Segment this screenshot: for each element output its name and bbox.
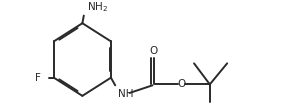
Text: F: F xyxy=(35,73,41,83)
Text: O: O xyxy=(177,79,185,89)
Text: NH$_2$: NH$_2$ xyxy=(87,0,108,14)
Text: O: O xyxy=(150,46,158,56)
Text: NH: NH xyxy=(118,89,134,99)
